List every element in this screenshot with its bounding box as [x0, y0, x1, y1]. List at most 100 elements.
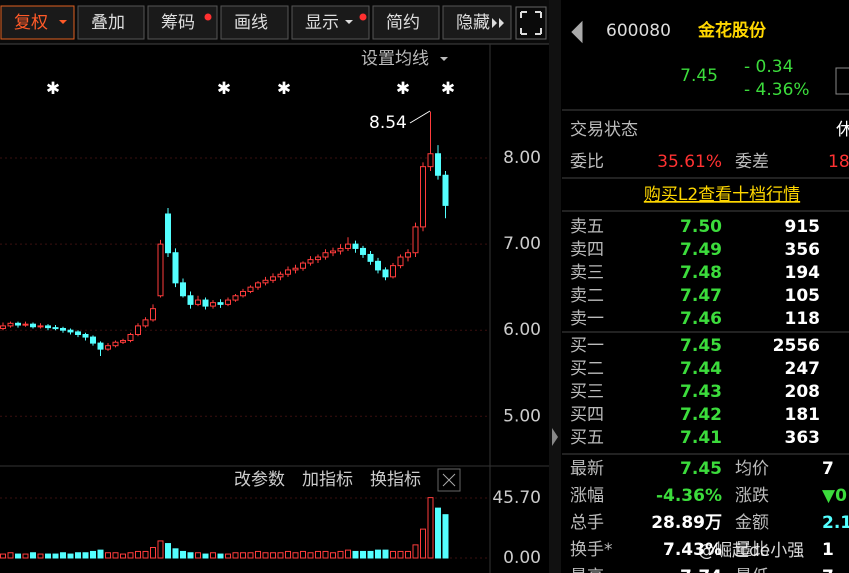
- candle-body: [270, 276, 276, 281]
- splitter-arrow: [552, 428, 558, 446]
- book-label: 买五: [570, 428, 604, 448]
- candle-body: [165, 213, 171, 254]
- indicator-button[interactable]: 改参数: [234, 470, 285, 490]
- book-label: 卖三: [570, 263, 604, 283]
- volume-bar: [345, 549, 351, 559]
- fullscreen-button[interactable]: [515, 6, 547, 40]
- book-volume: 356: [785, 240, 821, 260]
- volume-bar: [120, 553, 126, 559]
- volume-bar: [90, 550, 96, 559]
- stat-value: 7: [822, 567, 834, 573]
- marker: ✱: [217, 79, 231, 99]
- volume-bar: [300, 550, 306, 559]
- y-tick-label: 7.00: [503, 234, 541, 254]
- candle-body: [90, 336, 96, 344]
- book-label: 卖五: [570, 217, 604, 237]
- y-tick-label: 8.00: [503, 148, 541, 168]
- book-volume: 2556: [773, 336, 820, 356]
- indicator-button[interactable]: 换指标: [370, 470, 421, 490]
- stock-name: 金花股份: [697, 20, 767, 41]
- candle-body: [292, 267, 299, 271]
- stat-value: 7: [822, 459, 834, 479]
- candle-body: [30, 323, 36, 328]
- dropdown-icon: [345, 20, 353, 24]
- watermark: @崛起de小强: [698, 541, 804, 561]
- volume-bar: [60, 552, 66, 559]
- stat-value: 7.43%: [663, 540, 722, 560]
- y-tick-label: 5.00: [503, 406, 541, 426]
- l2-link[interactable]: 购买L2查看十档行情: [644, 185, 800, 205]
- volume-bar: [360, 550, 366, 559]
- volume-bar: [210, 552, 216, 559]
- candle-body: [225, 299, 231, 305]
- candle-body: [262, 279, 269, 284]
- candle-body: [187, 295, 194, 305]
- book-volume: 105: [785, 286, 821, 306]
- candle-body: [375, 260, 381, 271]
- volume-bar: [262, 552, 269, 559]
- toolbar-button[interactable]: [291, 5, 370, 40]
- stat-label: 最新: [570, 459, 604, 479]
- dropdown-icon: [59, 20, 67, 24]
- more-icon: [492, 18, 504, 28]
- book-label: 买二: [570, 359, 604, 379]
- toolbar-button[interactable]: [147, 5, 218, 40]
- candle-body: [315, 256, 321, 261]
- volume-bar: [397, 550, 404, 559]
- candle-body: [157, 243, 164, 297]
- candle-body: [330, 250, 336, 254]
- book-volume: 363: [785, 428, 821, 448]
- high-label: 8.54: [369, 113, 407, 133]
- candle-body: [240, 290, 246, 297]
- volume-bar: [135, 550, 141, 559]
- stat-value: ▼0: [822, 486, 847, 506]
- toolbar-button[interactable]: [372, 5, 440, 40]
- close-icon: [442, 473, 456, 487]
- book-label: 买一: [570, 336, 604, 356]
- marker: ✱: [46, 79, 60, 99]
- volume-bar: [322, 550, 329, 559]
- diff-label: 委差: [735, 152, 769, 172]
- volume-bar: [30, 552, 36, 559]
- toolbar-button[interactable]: [77, 5, 145, 40]
- indicator-button[interactable]: 加指标: [302, 470, 353, 490]
- volume-bar: [142, 550, 149, 559]
- toolbar-label: 筹码: [161, 13, 195, 33]
- candle-body: [7, 322, 14, 327]
- stat-label: 最高: [570, 567, 604, 573]
- close-button[interactable]: [437, 468, 461, 492]
- stat-value: 7.74: [680, 567, 722, 573]
- back-arrow[interactable]: [571, 20, 583, 44]
- toolbar-button[interactable]: [220, 5, 289, 40]
- expand-button[interactable]: [835, 67, 849, 95]
- book-price: 7.42: [680, 405, 722, 425]
- volume-bar: [157, 540, 164, 559]
- volume-bar: [330, 552, 336, 559]
- candle-body: [360, 247, 366, 255]
- high-arrow: [409, 110, 431, 124]
- candle-body: [307, 259, 314, 264]
- book-volume: 118: [785, 309, 821, 329]
- book-price: 7.47: [680, 286, 722, 306]
- stat-value: 1: [822, 540, 834, 560]
- stat-value: 2.15: [822, 513, 849, 533]
- book-volume: 181: [785, 405, 821, 425]
- stat-label: 金额: [735, 513, 769, 533]
- book-price: 7.50: [680, 217, 722, 237]
- toolbar-label: 叠加: [91, 13, 125, 33]
- ma-setting[interactable]: 设置均线: [361, 49, 429, 69]
- book-price: 7.45: [680, 336, 722, 356]
- volume-bar: [22, 553, 29, 559]
- candle-body: [300, 262, 306, 269]
- candle-body: [60, 327, 66, 331]
- candle-body: [97, 342, 104, 350]
- candle-body: [135, 325, 141, 335]
- book-label: 卖二: [570, 286, 604, 306]
- candle-body: [427, 153, 434, 168]
- book-price: 7.41: [680, 428, 722, 448]
- toolbar-label: 画线: [234, 13, 268, 33]
- splitter[interactable]: [549, 0, 561, 573]
- candle-body: [442, 174, 449, 206]
